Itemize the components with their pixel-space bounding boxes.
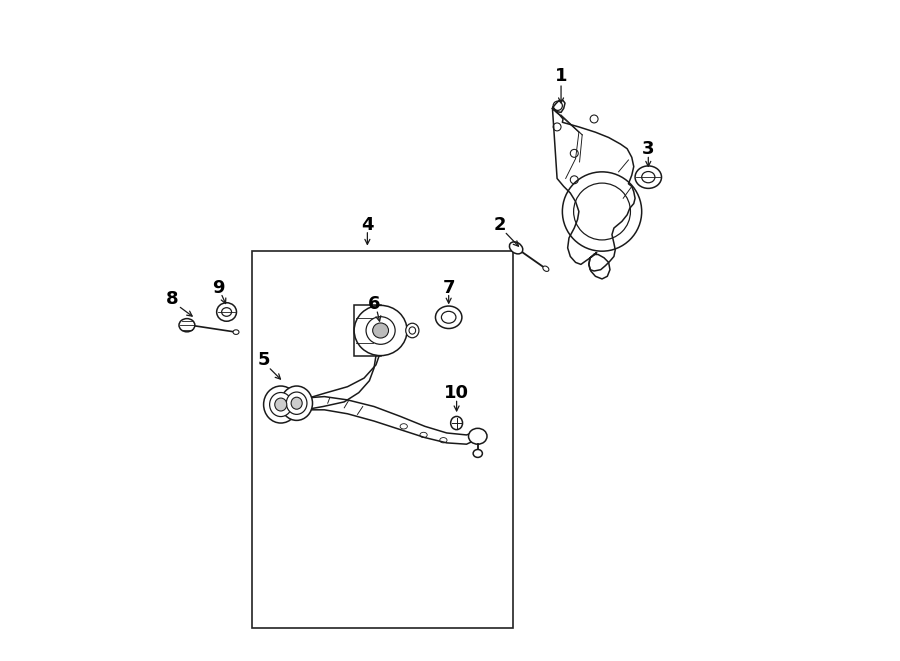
Text: 9: 9 [212, 278, 225, 297]
FancyArrowPatch shape [559, 86, 563, 103]
Ellipse shape [233, 330, 239, 334]
FancyArrowPatch shape [454, 401, 459, 411]
Ellipse shape [436, 306, 462, 329]
Text: 2: 2 [493, 215, 506, 234]
Ellipse shape [366, 317, 395, 344]
FancyArrowPatch shape [646, 157, 651, 167]
Ellipse shape [469, 428, 487, 444]
Text: 7: 7 [443, 278, 454, 297]
Text: 3: 3 [642, 139, 654, 158]
FancyArrowPatch shape [506, 233, 518, 246]
Ellipse shape [281, 386, 312, 420]
FancyArrowPatch shape [221, 295, 226, 303]
Polygon shape [304, 338, 382, 410]
FancyArrowPatch shape [376, 312, 381, 321]
Text: 1: 1 [554, 67, 567, 85]
Text: 5: 5 [257, 351, 270, 369]
Polygon shape [554, 100, 565, 112]
Ellipse shape [635, 166, 662, 188]
Ellipse shape [509, 242, 523, 254]
Ellipse shape [355, 305, 407, 356]
Polygon shape [589, 254, 610, 279]
FancyArrowPatch shape [270, 369, 281, 379]
FancyArrowPatch shape [180, 307, 193, 316]
FancyArrowPatch shape [364, 233, 370, 245]
Ellipse shape [264, 386, 298, 423]
Ellipse shape [473, 449, 482, 457]
Ellipse shape [286, 392, 307, 414]
Ellipse shape [451, 416, 463, 430]
FancyArrowPatch shape [446, 295, 451, 303]
Ellipse shape [406, 323, 419, 338]
Ellipse shape [291, 397, 302, 409]
Bar [252, 251, 513, 628]
Polygon shape [553, 108, 635, 271]
Ellipse shape [179, 319, 195, 332]
Text: 6: 6 [368, 295, 380, 313]
Text: 10: 10 [444, 384, 469, 403]
Ellipse shape [373, 323, 389, 338]
Polygon shape [306, 397, 478, 444]
Text: 8: 8 [166, 290, 179, 308]
Ellipse shape [217, 303, 237, 321]
Ellipse shape [274, 398, 287, 411]
Bar [355, 305, 381, 356]
Ellipse shape [270, 393, 292, 416]
Ellipse shape [543, 266, 549, 272]
Text: 4: 4 [361, 215, 374, 234]
